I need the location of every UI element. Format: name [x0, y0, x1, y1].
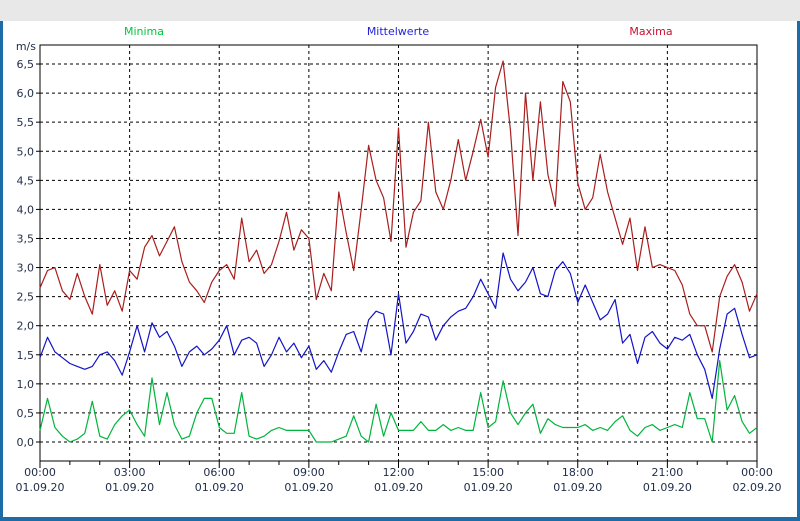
y-tick-label: 1,5 — [17, 349, 35, 362]
mittelwerte-line — [39, 252, 758, 399]
x-time-label: 12:00 — [383, 466, 415, 479]
x-date-label: 01.09.20 — [284, 481, 333, 494]
y-tick-label: 6,5 — [17, 58, 35, 71]
x-time-label: 21:00 — [652, 466, 684, 479]
x-date-label: 01.09.20 — [643, 481, 692, 494]
x-date-label: 02.09.20 — [733, 481, 782, 494]
legend-minima: Minima — [123, 25, 165, 38]
legend-mittelwerte: Mittelwerte — [366, 25, 430, 38]
wind-speed-chart: 0,0 0,5 1,0 1,5 2,0 2,5 3,0 3,5 4,0 4,5 5,0 5,5 6,0 6… — [16, 40, 782, 494]
y-tick-label: 0,5 — [17, 407, 35, 420]
y-tick-label: 5,5 — [17, 116, 35, 129]
x-date-label: 01.09.20 — [105, 481, 154, 494]
x-date-label: 01.09.20 — [464, 481, 513, 494]
x-time-label: 03:00 — [114, 466, 146, 479]
x-time-label: 18:00 — [562, 466, 594, 479]
y-tick-label: 3,5 — [17, 232, 35, 245]
plot-border — [39, 44, 758, 462]
y-tick-label: 3,0 — [17, 262, 35, 275]
minima-line — [39, 360, 758, 443]
x-time-label: 15:00 — [472, 466, 504, 479]
app-window: Windgeschwindigkeit [m/s] skaliert Minim… — [0, 21, 800, 521]
x-time-label: 09:00 — [293, 466, 325, 479]
x-time-label: 00:00 — [741, 466, 773, 479]
y-tick-label: 4,5 — [17, 174, 35, 187]
y-tick-label: 5,0 — [17, 145, 35, 158]
legend-maxima: Maxima — [629, 25, 673, 38]
y-tick-label: 2,0 — [17, 320, 35, 333]
chart-area: Minima Mittelwerte Maxima 0,0 0,5 1,0 1,5 2,… — [3, 21, 797, 496]
y-tick-label: 2,5 — [17, 291, 35, 304]
y-axis-unit-label: m/s — [16, 40, 36, 53]
x-date-label: 01.09.20 — [374, 481, 423, 494]
y-tick-label: 6,0 — [17, 87, 35, 100]
y-tick-label: 0,0 — [17, 436, 35, 449]
x-date-label: 01.09.20 — [16, 481, 65, 494]
y-tick-label: 1,0 — [17, 378, 35, 391]
x-time-label: 06:00 — [203, 466, 235, 479]
x-date-label: 01.09.20 — [553, 481, 602, 494]
x-date-label: 01.09.20 — [195, 481, 244, 494]
maxima-line — [39, 60, 758, 353]
x-time-label: 00:00 — [24, 466, 56, 479]
y-tick-label: 4,0 — [17, 203, 35, 216]
